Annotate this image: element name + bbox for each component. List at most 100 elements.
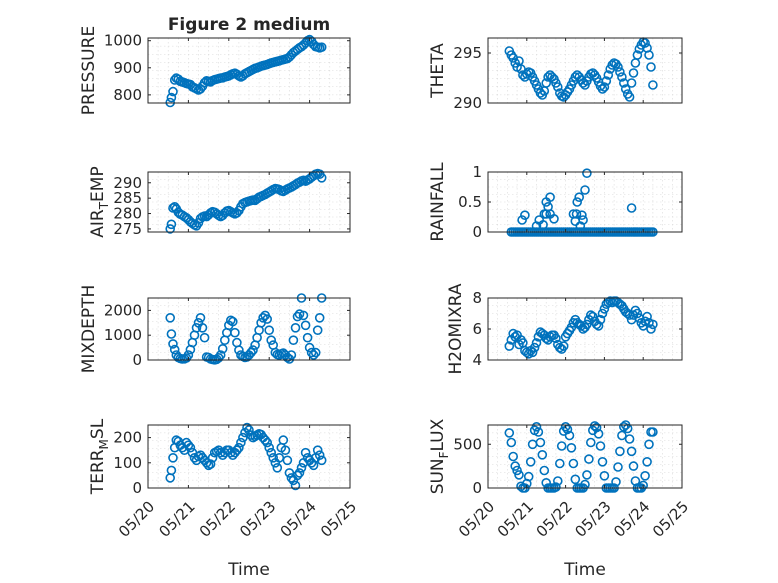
data-point bbox=[304, 342, 315, 353]
data-point bbox=[286, 350, 297, 360]
data-point bbox=[266, 335, 277, 346]
data-point bbox=[236, 437, 246, 448]
data-point bbox=[290, 322, 301, 333]
figure-title: Figure 2 medium bbox=[168, 15, 330, 35]
data-point bbox=[300, 320, 311, 331]
data-point bbox=[504, 428, 515, 438]
data-point bbox=[595, 314, 606, 325]
x-axis-label: Time bbox=[227, 560, 270, 580]
data-point bbox=[316, 455, 327, 466]
data-point bbox=[545, 209, 555, 219]
data-point bbox=[226, 315, 236, 326]
data-point bbox=[566, 322, 577, 333]
data-point bbox=[232, 445, 242, 456]
data-point bbox=[603, 70, 614, 80]
data-point bbox=[294, 468, 305, 478]
data-point bbox=[587, 311, 598, 322]
data-point bbox=[514, 470, 524, 480]
data-point bbox=[539, 465, 550, 476]
subplot-5: 0 1000 2000 MIXDEPTH bbox=[79, 285, 351, 373]
data-point bbox=[589, 421, 600, 431]
axes-box bbox=[147, 171, 351, 233]
y-tick-label: 290 bbox=[113, 174, 142, 192]
data-point bbox=[314, 450, 325, 461]
data-point bbox=[510, 461, 521, 471]
data-point bbox=[607, 60, 618, 70]
y-tick-label: 200 bbox=[113, 429, 142, 447]
x-tick-label: 05/20 bbox=[115, 498, 158, 541]
data-point bbox=[624, 434, 635, 444]
data-point bbox=[284, 468, 295, 478]
data-point bbox=[264, 325, 275, 336]
data-point bbox=[560, 421, 571, 432]
data-point bbox=[266, 447, 277, 458]
data-point bbox=[262, 437, 273, 448]
data-point bbox=[644, 50, 654, 60]
x-tick-label: 05/24 bbox=[277, 498, 320, 541]
y-tick-label: 1000 bbox=[104, 326, 142, 344]
data-point bbox=[166, 465, 177, 476]
data-point bbox=[272, 462, 283, 473]
x-tick-label: 05/20 bbox=[455, 498, 498, 541]
axes-box bbox=[487, 424, 683, 489]
data-point bbox=[570, 474, 581, 485]
data-point bbox=[316, 42, 327, 53]
data-point bbox=[551, 482, 561, 492]
y-tick-label: 500 bbox=[453, 435, 482, 453]
data-point bbox=[574, 192, 585, 202]
data-point bbox=[278, 435, 289, 445]
y-tick-label: 2000 bbox=[104, 301, 142, 319]
data-point bbox=[197, 322, 208, 333]
data-point bbox=[595, 441, 606, 451]
axes-box bbox=[147, 424, 351, 489]
data-point bbox=[286, 473, 297, 483]
data-point bbox=[234, 442, 244, 453]
data-point bbox=[280, 445, 291, 456]
data-point bbox=[215, 447, 226, 458]
data-point bbox=[165, 312, 175, 323]
data-point bbox=[552, 82, 563, 92]
data-point bbox=[541, 209, 552, 219]
data-point bbox=[183, 440, 194, 451]
y-tick-label: 0 bbox=[132, 351, 142, 369]
y-axis-label: RAINFALL bbox=[428, 162, 448, 242]
data-point bbox=[258, 312, 268, 323]
data-point bbox=[648, 427, 658, 437]
x-tick-label: 05/22 bbox=[533, 498, 576, 541]
data-point bbox=[308, 350, 319, 360]
y-tick-label: 290 bbox=[453, 94, 482, 112]
data-point bbox=[298, 310, 309, 321]
x-tick-label: 05/25 bbox=[649, 498, 692, 541]
data-point bbox=[572, 197, 583, 207]
data-point bbox=[597, 84, 608, 94]
data-point bbox=[215, 350, 226, 360]
data-point bbox=[302, 332, 313, 343]
data-point bbox=[244, 425, 254, 435]
data-point bbox=[615, 67, 625, 77]
subplot-6: 4 6 8 H2OMIXRA bbox=[446, 283, 683, 375]
x-tick-label: 05/25 bbox=[317, 498, 360, 541]
data-point bbox=[551, 333, 561, 344]
data-point bbox=[282, 455, 293, 466]
data-point bbox=[585, 437, 596, 448]
data-point bbox=[571, 209, 582, 219]
data-point bbox=[242, 422, 252, 433]
data-point bbox=[166, 92, 177, 103]
data-point bbox=[314, 312, 325, 323]
data-point bbox=[642, 456, 652, 467]
data-point bbox=[543, 72, 553, 82]
data-point bbox=[582, 319, 592, 330]
data-point bbox=[564, 430, 575, 441]
data-point bbox=[288, 335, 299, 346]
data-point bbox=[582, 168, 592, 178]
data-point bbox=[274, 452, 285, 463]
data-point bbox=[615, 446, 625, 457]
data-point bbox=[185, 442, 196, 453]
data-point bbox=[593, 428, 604, 439]
x-tick-label: 05/24 bbox=[610, 498, 653, 541]
data-point bbox=[300, 447, 311, 458]
y-tick-label: 6 bbox=[472, 320, 482, 338]
data-point bbox=[638, 480, 649, 491]
data-point bbox=[640, 38, 650, 48]
